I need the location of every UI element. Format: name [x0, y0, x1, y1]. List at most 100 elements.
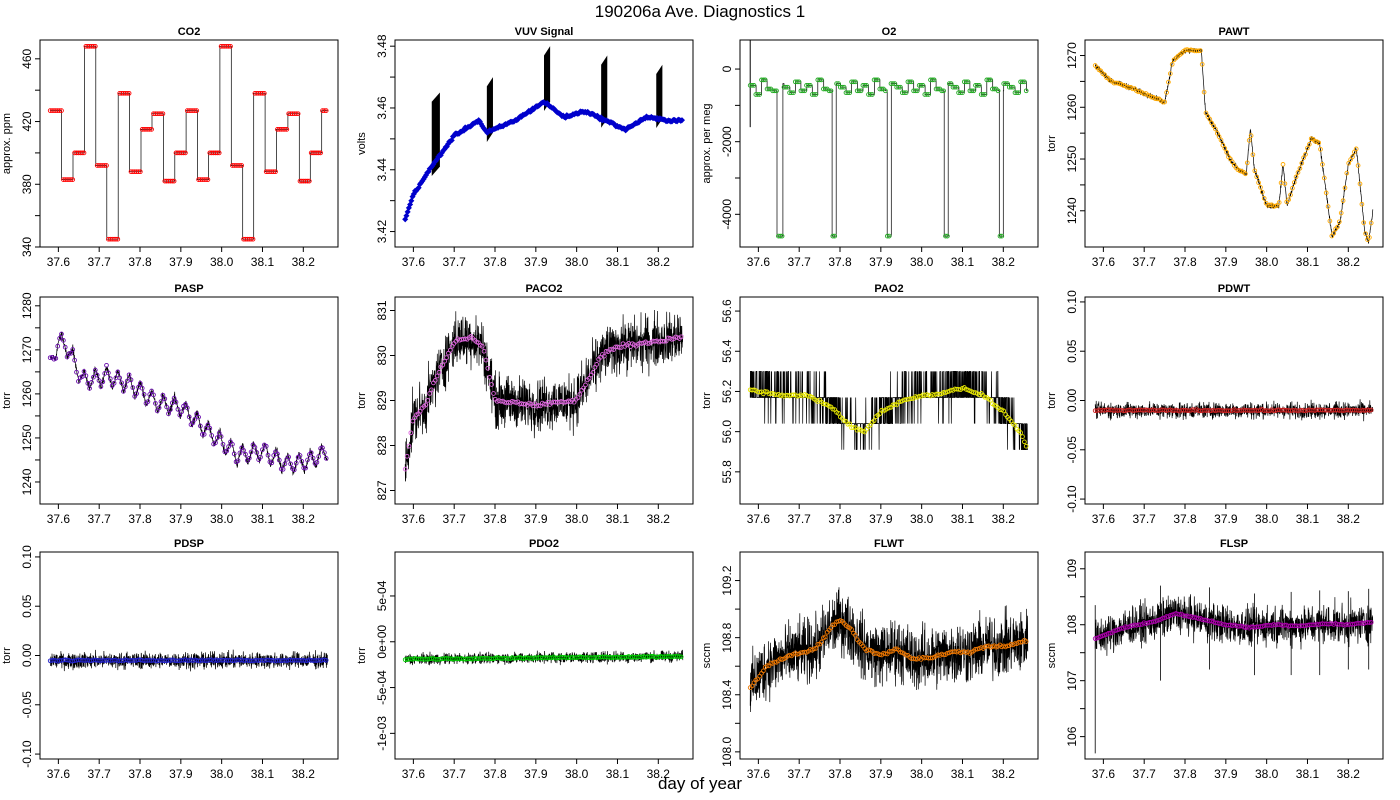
y-axis-label: sccm	[701, 643, 713, 669]
y-tick-label: 108.8	[720, 622, 734, 652]
mean-point	[678, 117, 686, 124]
mean-point	[323, 108, 329, 113]
mean-point	[914, 88, 920, 94]
y-axis-label: torr	[356, 647, 368, 664]
mean-point	[777, 233, 783, 239]
mean-point	[137, 169, 143, 175]
y-tick-label: -0.10	[20, 740, 34, 768]
mean-point	[70, 177, 76, 182]
panel-pasp: PASP torr 37.6 37.7 37.8 37.9 38.0 38.1 38.2 1240…	[1, 283, 339, 526]
plot-frame	[1084, 551, 1384, 760]
mean-point	[1207, 116, 1213, 122]
panel-title: PAO2	[874, 283, 903, 295]
mean-point	[918, 83, 924, 88]
mean-point	[1291, 180, 1297, 185]
y-tick-label: 420	[20, 111, 34, 131]
mean-point	[796, 79, 802, 85]
mean-point	[1367, 235, 1372, 240]
y-tick-label: 56.4	[720, 339, 734, 363]
mean-point	[958, 90, 963, 96]
mean-point	[822, 86, 828, 92]
y-axis-label: sccm	[1046, 643, 1058, 669]
mean-point	[310, 455, 316, 461]
mean-point	[145, 399, 151, 404]
mean-point	[869, 92, 875, 97]
x-tick-label: 37.8	[828, 512, 852, 526]
mean-point	[888, 649, 894, 654]
panel-title: PDO2	[529, 538, 559, 550]
mean-point	[963, 79, 969, 85]
x-tick-label: 38.0	[910, 512, 934, 526]
y-tick-label: 0.05	[1065, 339, 1079, 363]
mean-point	[822, 634, 828, 640]
raw-signal	[749, 371, 1028, 451]
mean-point	[997, 233, 1003, 239]
x-tick-label: 38.1	[606, 255, 630, 269]
y-tick-label: 829	[375, 390, 389, 410]
x-tick-label: 37.6	[402, 255, 426, 269]
mean-point	[783, 84, 789, 90]
mean-point	[1346, 160, 1352, 166]
y-axis-label: volts	[356, 132, 368, 155]
raw-signal	[1094, 594, 1374, 656]
y-tick-label: -0.10	[1065, 485, 1079, 513]
data-layer	[747, 587, 1029, 713]
x-tick-label: 37.7	[88, 512, 112, 526]
mean-point	[892, 402, 898, 407]
y-tick-label: 1250	[20, 424, 34, 451]
mean-point	[218, 434, 224, 439]
raw-signal	[50, 45, 328, 240]
mean-point	[1367, 620, 1372, 625]
mean-point	[794, 79, 800, 85]
mean-point	[791, 392, 796, 398]
panel-pao2: PAO2 torr 37.6 37.7 37.8 37.9 38.0 38.1 38.2 55.8…	[701, 283, 1039, 526]
mean-point	[1259, 189, 1265, 195]
mean-point	[1293, 174, 1299, 180]
mean-point	[1164, 90, 1169, 95]
mean-point	[1299, 160, 1305, 166]
mean-point	[1121, 83, 1126, 88]
x-tick-label: 37.8	[1173, 255, 1197, 269]
mean-point	[1254, 174, 1260, 180]
mean-point	[757, 92, 762, 97]
mean-point	[226, 444, 231, 449]
mean-point	[871, 418, 877, 424]
mean-point	[489, 382, 494, 387]
mean-point	[954, 84, 960, 90]
x-tick-label: 37.9	[869, 255, 893, 269]
mean-point	[884, 233, 890, 239]
mean-point	[678, 654, 684, 660]
mean-point	[903, 90, 909, 96]
x-tick-label: 38.2	[992, 255, 1016, 269]
mean-point	[1199, 61, 1205, 67]
mean-point	[194, 108, 200, 113]
y-tick-label: 5e-04	[375, 580, 389, 611]
mean-point	[74, 369, 79, 375]
data-layer	[1092, 399, 1374, 422]
x-tick-label: 37.7	[443, 255, 467, 269]
x-tick-label: 38.1	[251, 767, 275, 781]
data-layer	[47, 43, 329, 242]
mean-point	[252, 444, 258, 450]
mean-point	[1023, 88, 1029, 94]
mean-point	[941, 88, 946, 94]
mean-point	[883, 651, 888, 657]
mean-point	[1023, 639, 1029, 644]
mean-point	[288, 461, 293, 467]
mean-point	[235, 458, 241, 464]
mean-point	[66, 351, 72, 357]
mean-point	[945, 233, 950, 239]
mean-point	[404, 208, 411, 215]
mean-point	[434, 373, 440, 379]
mean-point	[1012, 422, 1018, 428]
x-tick-label: 37.6	[47, 512, 71, 526]
mean-point	[226, 43, 231, 49]
x-tick-label: 38.1	[1296, 767, 1320, 781]
mean-point	[601, 353, 607, 359]
mean-point	[988, 397, 993, 403]
y-tick-label: 1240	[1065, 197, 1079, 224]
mean-point	[971, 88, 977, 94]
mean-point	[866, 647, 871, 653]
mean-point	[254, 450, 260, 455]
mean-point	[107, 376, 113, 382]
